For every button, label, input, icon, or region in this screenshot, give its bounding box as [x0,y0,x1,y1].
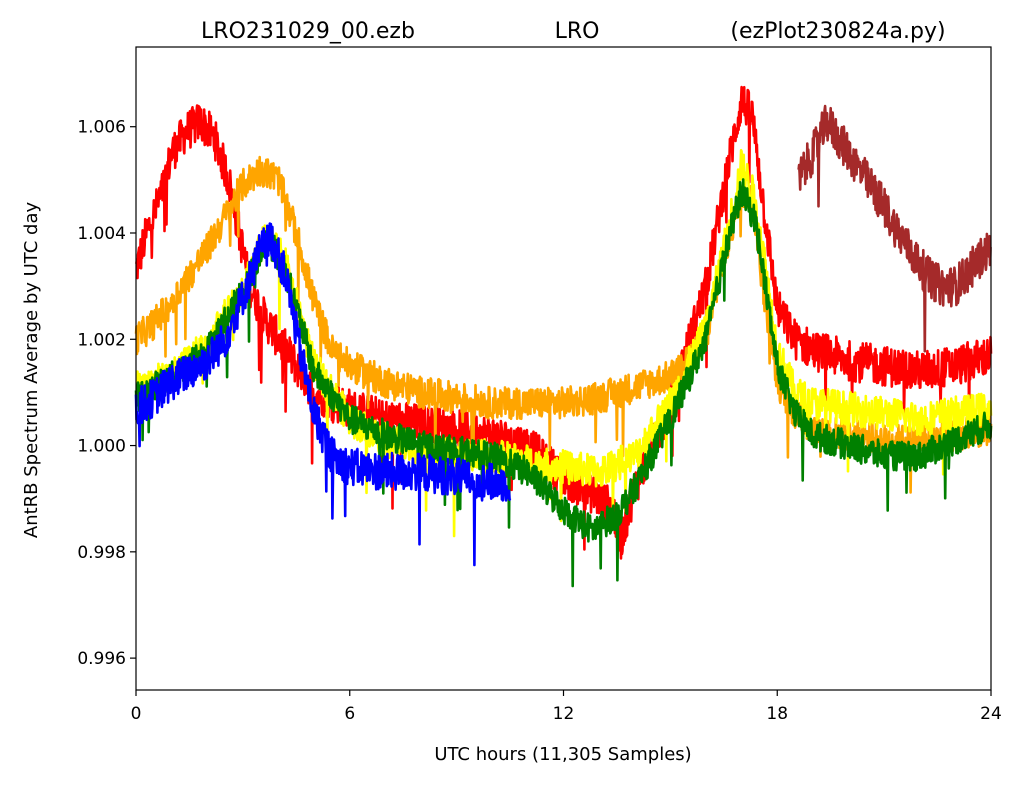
y-tick-label: 1.004 [77,224,126,244]
y-axis: 0.996 0.998 1.000 1.002 1.004 1.006 [77,118,136,669]
series-line-0 [134,85,993,560]
y-tick-label: 0.996 [77,649,126,669]
x-tick-label: 6 [344,704,355,724]
series-line-1 [797,104,993,353]
y-tick-label: 0.998 [77,543,126,563]
x-tick-label: 12 [553,704,575,724]
chart-title-left: LRO231029_00.ezb [201,19,415,44]
x-tick-label: 18 [766,704,788,724]
y-axis-label: AntRB Spectrum Average by UTC day [21,202,42,539]
y-tick-label: 1.000 [77,437,126,457]
chart-title-right: (ezPlot230824a.py) [730,19,945,44]
series-layer [134,85,993,588]
y-tick-label: 1.006 [77,118,126,138]
chart-title-center: LRO [555,19,600,44]
x-tick-label: 0 [131,704,142,724]
series-line-5 [134,222,512,567]
y-tick-label: 1.002 [77,330,126,350]
x-tick-label: 24 [980,704,1002,724]
x-axis-label: UTC hours (11,305 Samples) [434,744,691,765]
x-axis: 0 6 12 18 24 [131,690,1002,724]
